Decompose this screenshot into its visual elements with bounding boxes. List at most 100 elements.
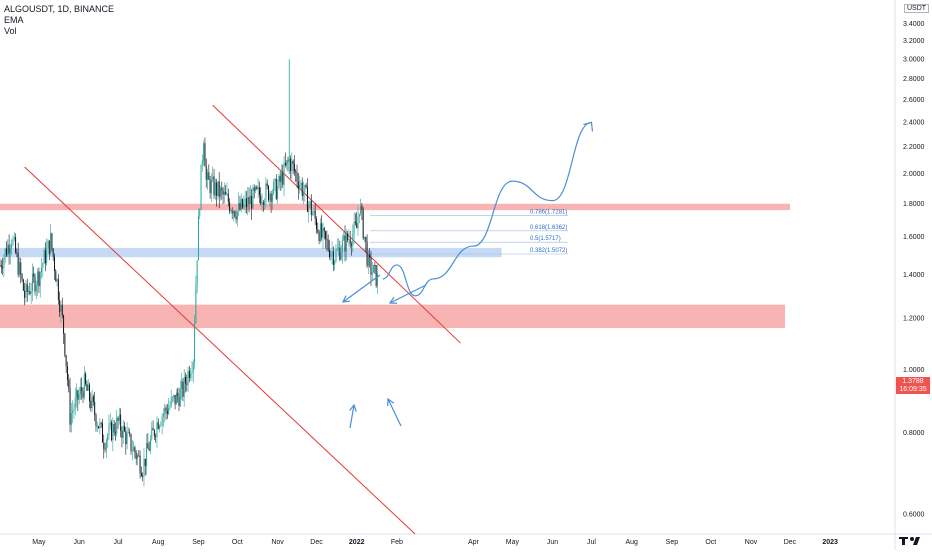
candle-body	[245, 198, 247, 208]
candle-body	[247, 197, 249, 208]
candle-body	[120, 414, 122, 431]
candle-body	[42, 263, 44, 268]
candle-body	[279, 175, 281, 182]
fib-label-3: 0.382(1.5072)	[530, 248, 567, 254]
candle-body	[51, 233, 53, 249]
candle-body	[251, 195, 253, 209]
y-tick-label: 3.0000	[903, 56, 925, 63]
x-tick-label: Aug	[152, 539, 165, 546]
candle-body	[343, 235, 345, 241]
candle-body	[258, 187, 260, 196]
candle-body	[271, 193, 273, 203]
y-tick-label: 2.8000	[903, 76, 925, 83]
candle-body	[225, 191, 227, 195]
x-tick-label: Nov	[271, 539, 284, 546]
candle-body	[220, 187, 222, 197]
price-zone-1	[0, 203, 790, 211]
candle-body	[30, 291, 32, 295]
currency-unit-button[interactable]: USDT	[904, 4, 930, 13]
candle-body	[78, 394, 80, 400]
annotation-arrowhead-2	[388, 296, 398, 304]
annotation-arrowhead-1	[341, 295, 351, 303]
candle-body	[352, 233, 354, 246]
y-tick-label: 0.6000	[903, 511, 925, 518]
candle-body	[26, 283, 28, 292]
candle-body	[160, 425, 162, 426]
candle-body	[28, 291, 30, 292]
candle-body	[376, 272, 378, 286]
candle-body	[91, 396, 93, 409]
candle-body	[336, 248, 338, 251]
candle-body	[38, 271, 40, 287]
candle-body	[212, 176, 214, 180]
x-tick-label: May	[506, 539, 520, 546]
candle-body	[16, 252, 18, 254]
candle-body	[149, 439, 151, 451]
candle-body	[200, 164, 202, 211]
candle-body	[332, 251, 334, 265]
y-tick-label: 1.8000	[903, 201, 925, 208]
candle-body	[340, 252, 342, 260]
candle-body	[74, 397, 76, 409]
candle-body	[353, 221, 355, 234]
indicator-vol-label[interactable]: Vol	[4, 26, 17, 36]
annotation-arrow-3	[349, 404, 355, 429]
candle-body	[257, 187, 259, 189]
candle-body	[286, 160, 288, 166]
candle-body	[118, 414, 120, 421]
candle-body	[268, 186, 269, 201]
candle-body	[344, 235, 346, 252]
candle-body	[186, 383, 188, 385]
candle-body	[235, 216, 237, 220]
candle-body	[22, 279, 24, 291]
indicator-ema-label[interactable]: EMA	[4, 15, 24, 25]
candle-body	[292, 160, 294, 165]
candle-body	[13, 237, 15, 239]
projection-arrowhead	[583, 121, 594, 132]
candle-body	[89, 384, 90, 401]
candle-body	[33, 273, 35, 277]
candle-body	[173, 395, 175, 398]
candle-body	[297, 181, 299, 189]
candle-body	[374, 265, 376, 266]
candle-body	[347, 233, 349, 241]
candle-body	[98, 426, 100, 429]
candle-body	[174, 395, 176, 405]
candle-body	[240, 199, 242, 210]
x-tick-label: Aug	[625, 539, 638, 546]
candle-body	[101, 423, 103, 443]
annotation-arrowhead-3	[349, 403, 357, 412]
candle-body	[242, 199, 244, 208]
candle-body	[213, 176, 215, 196]
candle-body	[278, 175, 280, 187]
candle-body	[3, 257, 5, 269]
candle-body	[9, 248, 11, 254]
candle-body	[113, 423, 115, 433]
candle-body	[218, 181, 220, 197]
candle-body	[222, 190, 224, 195]
candle-body	[230, 210, 232, 212]
candle-body	[231, 210, 233, 214]
candle-body	[94, 401, 96, 415]
candle-body	[41, 267, 43, 273]
symbol-title[interactable]: ALGOUSDT, 1D, BINANCE	[4, 4, 115, 14]
candle-body	[147, 443, 149, 449]
candle-body	[134, 447, 136, 454]
candle-body	[55, 270, 57, 282]
candle-body	[361, 205, 363, 210]
candle-body	[4, 248, 6, 258]
candle-body	[177, 392, 179, 397]
candle-body	[203, 143, 205, 161]
candle-body	[209, 179, 211, 194]
candle-body	[79, 387, 81, 395]
candle-body	[328, 249, 330, 258]
candle-body	[339, 247, 341, 260]
candle-body	[266, 183, 268, 187]
candle-body	[227, 193, 229, 203]
candle-body	[156, 422, 158, 437]
candle-body	[105, 440, 107, 450]
tradingview-logo-icon[interactable]	[898, 536, 926, 546]
candle-body	[280, 172, 282, 182]
